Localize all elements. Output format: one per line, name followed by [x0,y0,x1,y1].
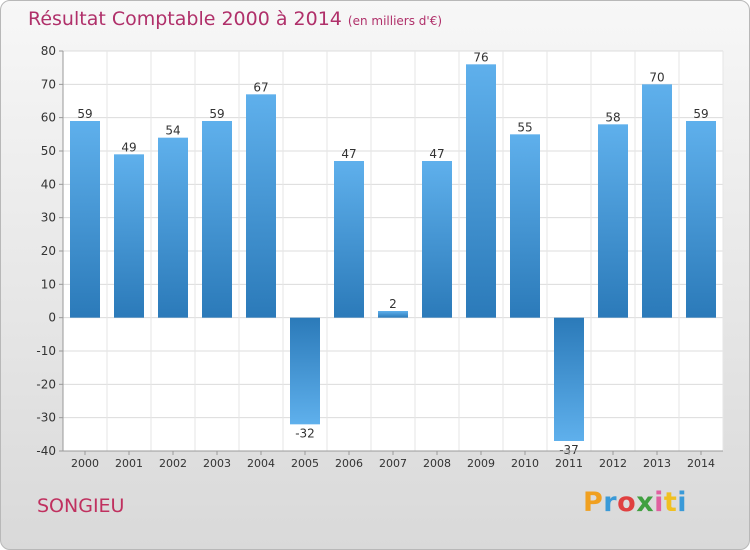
y-tick-label: -30 [36,411,56,425]
bar [378,311,408,318]
x-tick-label: 2011 [555,457,583,470]
x-tick-label: 2001 [115,457,143,470]
bar [70,121,100,318]
data-label: 59 [77,107,92,121]
y-tick-label: -10 [36,344,56,358]
bar [202,121,232,318]
data-label: 59 [693,107,708,121]
data-label: 47 [341,147,356,161]
logo-letter: x [636,487,655,518]
x-tick-label: 2005 [291,457,319,470]
logo-letter: r [603,487,618,518]
y-tick-label: 60 [41,111,56,125]
y-tick-label: -40 [36,444,56,458]
x-tick-label: 2012 [599,457,627,470]
y-tick-label: 50 [41,144,56,158]
data-label: 70 [649,70,664,84]
data-label: 58 [605,110,620,124]
x-tick-label: 2010 [511,457,539,470]
y-tick-label: 80 [41,44,56,58]
logo-letter: i [654,487,664,518]
y-tick-label: 0 [48,311,56,325]
bar [290,317,320,425]
y-tick-label: -20 [36,377,56,391]
x-tick-label: 2013 [643,457,671,470]
data-label: 47 [429,147,444,161]
bar [510,134,540,318]
bar [114,154,144,318]
data-label: -37 [559,443,579,457]
bar [598,124,628,318]
x-tick-label: 2014 [687,457,715,470]
logo-letter: i [677,487,688,518]
x-tick-label: 2004 [247,457,275,470]
bar [422,161,452,318]
x-tick-label: 2007 [379,457,407,470]
y-tick-label: 30 [41,211,56,225]
town-name: SONGIEU [37,495,125,517]
y-tick-label: 40 [41,177,56,191]
logo-letter: t [663,487,678,518]
x-tick-label: 2006 [335,457,363,470]
data-label: 54 [165,124,180,138]
logo-letter: o [617,487,637,518]
bar [686,121,716,318]
bar [466,64,496,318]
chart-title: Résultat Comptable 2000 à 2014 (en millie… [28,8,442,30]
x-tick-label: 2000 [71,457,99,470]
x-tick-label: 2003 [203,457,231,470]
data-label: -32 [295,426,315,440]
bar [158,137,188,318]
y-tick-label: 20 [41,244,56,258]
data-label: 76 [473,50,488,64]
bar [246,94,276,318]
x-tick-label: 2009 [467,457,495,470]
y-tick-label: 70 [41,77,56,91]
bar [642,84,672,318]
x-tick-label: 2008 [423,457,451,470]
x-tick-label: 2002 [159,457,187,470]
title-text: Résultat Comptable 2000 à 2014 [28,8,342,30]
chart-subtitle: (en milliers d'€) [347,14,443,28]
data-label: 55 [517,120,532,134]
proxiti-logo: Proxiti [583,487,687,518]
y-tick-label: 10 [41,277,56,291]
bar [554,317,584,441]
data-label: 67 [253,80,268,94]
data-label: 49 [121,140,136,154]
bar [334,161,364,318]
logo-letter: P [583,487,604,518]
data-label: 2 [389,297,397,311]
data-label: 59 [209,107,224,121]
